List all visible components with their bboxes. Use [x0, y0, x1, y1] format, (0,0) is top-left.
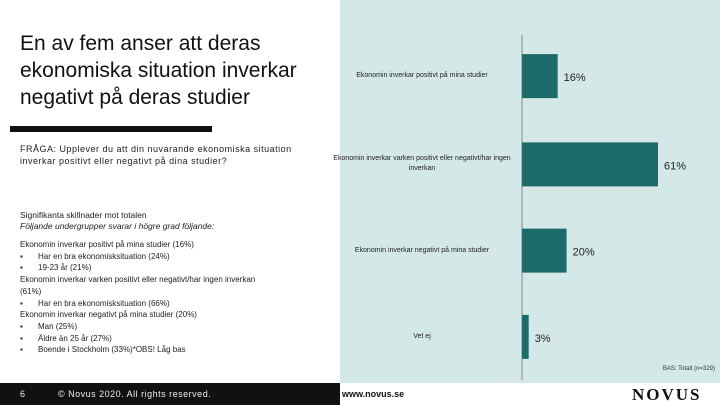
category-label: Vet ej: [413, 332, 431, 340]
question: FRÅGA: Upplever du att din nuvarande eko…: [20, 144, 292, 166]
bullet-dot: ▪: [20, 345, 23, 355]
group-heading: Ekonomin inverkar positivt på mina studi…: [20, 240, 194, 249]
slide-title: En av fem anser att deras ekonomiska sit…: [20, 32, 297, 109]
bullet-dot: ▪: [20, 251, 23, 261]
group-heading: Ekonomin inverkar varken positivt eller …: [20, 275, 256, 296]
group-bullet: Man (25%): [38, 321, 78, 331]
category-label: Ekonomin inverkar positivt på mina studi…: [356, 72, 488, 80]
value-label: 20%: [573, 247, 595, 259]
logo: NOVUS: [632, 385, 702, 404]
group-bullet: 19-23 år (21%): [38, 263, 92, 273]
group-bullet-row: ▪ Har en bra ekonomisksituation (66%): [20, 298, 260, 310]
value-label: 16%: [564, 72, 586, 84]
group-bullet: Äldre än 25 år (27%): [38, 333, 112, 343]
bullet-dot: ▪: [20, 263, 23, 273]
value-label: 61%: [664, 160, 686, 172]
page-number: 6: [20, 389, 26, 399]
significance: Signifikanta skillnader mot totalen Följ…: [20, 210, 320, 232]
website: www.novus.se: [342, 389, 405, 399]
bullet-dot: ▪: [20, 333, 23, 343]
group-bullet-row: ▪ Man (25%): [20, 321, 260, 333]
base-note: BAS: Totalt (n=329): [662, 366, 715, 372]
group-bullet: Boende i Stockholm (33%)*OBS! Låg bas: [38, 345, 186, 355]
bullet-dot: ▪: [20, 321, 23, 331]
category-label: Ekonomin inverkar negativt på mina studi…: [354, 246, 490, 254]
footer: 6 © Novus 2020. All rights reserved.: [0, 383, 340, 405]
group-heading: Ekonomin inverkar negativt på mina studi…: [20, 310, 197, 320]
bar: [522, 228, 567, 273]
category-label: Ekonomin inverkar varken positivt eller …: [333, 155, 511, 173]
group-bullet-row: ▪ Boende i Stockholm (33%)*OBS! Låg bas: [20, 344, 260, 356]
group-bullet-row: ▪ 19-23 år (21%): [20, 262, 260, 274]
significance-subheading: Följande undergrupper svarar i högre gra…: [20, 221, 215, 231]
group-bullet: Har en bra ekonomisksituation (24%): [38, 251, 170, 261]
bar: [522, 314, 529, 359]
bar: [522, 142, 658, 187]
significance-heading: Signifikanta skillnader mot totalen: [20, 210, 147, 220]
group-bullet-row: ▪ Äldre än 25 år (27%): [20, 333, 260, 345]
bar: [522, 54, 558, 99]
copyright: © Novus 2020. All rights reserved.: [58, 389, 212, 399]
value-label: 3%: [535, 333, 551, 345]
group-bullet: Har en bra ekonomisksituation (66%): [38, 298, 170, 308]
bullet-dot: ▪: [20, 298, 23, 308]
subgroup-list: Ekonomin inverkar positivt på mina studi…: [20, 239, 260, 356]
group-bullet-row: ▪ Har en bra ekonomisksituation (24%): [20, 251, 260, 263]
title-rule: [10, 126, 212, 132]
